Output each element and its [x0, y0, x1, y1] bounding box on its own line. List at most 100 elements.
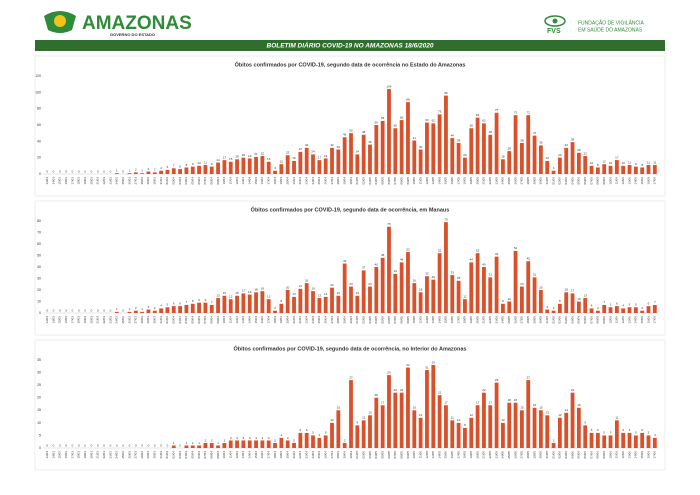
bar	[437, 253, 442, 313]
x-tick-label: 28/04	[336, 316, 340, 324]
x-tick-label: 30/05	[539, 451, 543, 459]
value-label: 43	[343, 259, 347, 263]
value-label: 2	[274, 306, 276, 310]
value-label: 0	[65, 308, 67, 312]
value-label: 1	[198, 441, 200, 445]
x-tick-label: 27/04	[330, 451, 334, 459]
value-label: 5	[325, 431, 327, 435]
value-label: 15	[539, 406, 543, 410]
fvs-logo: FVS FUNDAÇÃO DE VIGILÂNCIA EM SAÚDE DO A…	[544, 15, 645, 35]
bar	[140, 173, 145, 174]
x-tick-label: 16/03	[64, 451, 68, 459]
x-tick-label: 26/04	[323, 451, 327, 459]
x-tick-label: 11/05	[418, 177, 422, 185]
bar	[342, 263, 347, 313]
bar	[228, 299, 233, 313]
bar	[355, 425, 360, 448]
x-tick-label: 20/05	[475, 316, 479, 324]
x-tick-label: 18/04	[273, 177, 277, 185]
value-label: 28	[457, 276, 461, 280]
value-label: 39	[571, 137, 575, 141]
chart: Óbitos confirmados por COVID-19, segundo…	[34, 200, 666, 336]
bar	[513, 115, 518, 174]
x-tick-label: 22/04	[298, 451, 302, 459]
bar	[292, 442, 296, 448]
bar	[425, 370, 429, 448]
x-tick-label: 19/03	[83, 177, 87, 185]
bar	[551, 310, 556, 313]
bar	[330, 422, 334, 448]
x-tick-label: 24/05	[501, 177, 505, 185]
value-label: 48	[362, 130, 366, 134]
x-tick-label: 17/06	[653, 177, 657, 185]
bar	[627, 432, 632, 448]
value-label: 3	[243, 436, 245, 440]
bar	[640, 310, 645, 313]
value-label: 11	[647, 160, 650, 164]
bar	[633, 307, 638, 313]
bar	[228, 440, 233, 448]
bar	[171, 168, 176, 174]
x-tick-label: 17/04	[267, 451, 271, 459]
value-label: 0	[97, 443, 99, 447]
bar	[646, 306, 651, 313]
x-tick-label: 28/04	[336, 451, 340, 459]
bar	[209, 166, 214, 174]
value-label: 30	[337, 145, 341, 149]
value-label: 5	[312, 431, 314, 435]
bar	[513, 250, 518, 313]
value-label: 1	[192, 441, 194, 445]
value-label: 10	[577, 297, 581, 301]
x-tick-label: 13/06	[627, 177, 631, 185]
value-label: 1	[116, 168, 118, 172]
bar	[114, 173, 119, 174]
value-label: 62	[432, 119, 436, 123]
value-label: 22	[571, 388, 575, 392]
value-label: 4	[553, 166, 555, 170]
x-tick-label: 19/05	[469, 177, 473, 185]
x-tick-label: 01/06	[551, 177, 555, 185]
bar	[330, 147, 334, 174]
bar	[254, 156, 258, 174]
fvs-pupil	[552, 18, 558, 24]
y-tick-label: 30	[37, 370, 41, 374]
x-tick-label: 04/06	[570, 316, 574, 324]
bar	[456, 280, 461, 313]
x-tick-label: 29/05	[532, 177, 536, 185]
x-tick-label: 18/05	[463, 316, 467, 324]
x-tick-label: 30/03	[153, 451, 157, 459]
bar	[602, 164, 607, 174]
bar	[469, 417, 474, 448]
bar	[260, 291, 265, 313]
bar	[203, 165, 208, 174]
x-tick-label: 29/03	[146, 316, 150, 324]
value-label: 15	[223, 291, 227, 295]
value-label: 6	[629, 428, 631, 432]
x-tick-label: 15/05	[444, 177, 448, 185]
bar	[633, 435, 638, 448]
value-label: 15	[267, 157, 271, 161]
value-label: 26	[577, 148, 581, 152]
x-tick-label: 21/05	[482, 451, 486, 459]
value-label: 19	[248, 154, 252, 158]
x-tick-label: 05/04	[191, 177, 195, 185]
bar	[595, 167, 600, 174]
fvs-line: EM SAÚDE DO AMAZONAS	[578, 26, 643, 33]
value-label: 14	[565, 408, 569, 412]
value-label: 0	[103, 169, 105, 173]
value-label: 53	[406, 247, 410, 251]
x-tick-label: 06/05	[387, 316, 391, 324]
x-tick-label: 28/05	[526, 451, 530, 459]
bar	[627, 307, 632, 313]
x-tick-label: 20/03	[89, 177, 93, 185]
bar	[450, 138, 455, 174]
bar	[526, 261, 531, 313]
value-label: 1	[129, 168, 131, 172]
bar	[311, 291, 315, 313]
x-tick-label: 22/05	[488, 316, 492, 324]
bar	[602, 435, 607, 448]
value-label: 11	[451, 416, 454, 420]
x-tick-label: 28/05	[526, 316, 530, 324]
value-label: 2	[205, 438, 207, 442]
y-tick-label: 20	[37, 156, 41, 160]
